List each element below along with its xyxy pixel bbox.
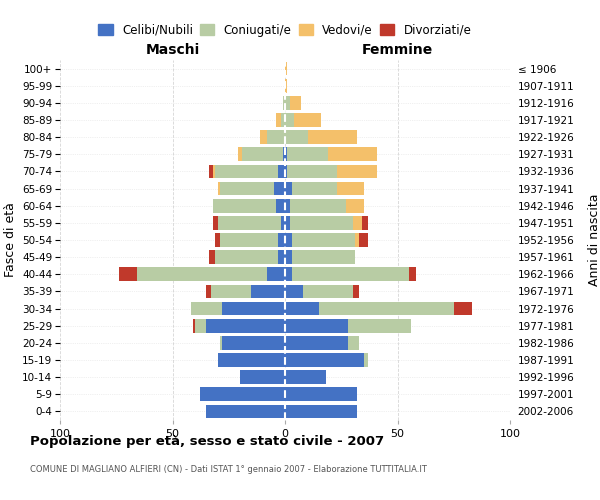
Bar <box>348 336 359 349</box>
Bar <box>285 62 287 76</box>
Bar <box>292 233 355 247</box>
Bar <box>355 233 359 247</box>
Bar <box>206 284 211 298</box>
Bar <box>285 302 319 316</box>
Bar <box>285 199 290 212</box>
Bar <box>137 268 267 281</box>
Bar <box>191 302 222 316</box>
Bar <box>409 268 415 281</box>
Bar <box>285 370 325 384</box>
Bar <box>213 216 218 230</box>
Bar <box>193 319 195 332</box>
Bar <box>287 164 337 178</box>
Bar <box>267 130 285 144</box>
Bar <box>353 284 359 298</box>
Bar <box>290 96 301 110</box>
Bar <box>220 233 278 247</box>
Bar <box>199 388 285 401</box>
Bar <box>285 130 308 144</box>
Bar <box>285 79 287 92</box>
Legend: Celibi/Nubili, Coniugati/e, Vedovi/e, Divorziati/e: Celibi/Nubili, Coniugati/e, Vedovi/e, Di… <box>94 19 476 42</box>
Y-axis label: Fasce di età: Fasce di età <box>4 202 17 278</box>
Bar <box>285 268 292 281</box>
Bar <box>278 164 285 178</box>
Bar <box>285 96 290 110</box>
Bar <box>283 148 285 161</box>
Bar <box>292 268 409 281</box>
Bar <box>285 164 287 178</box>
Text: Femmine: Femmine <box>362 42 433 56</box>
Bar <box>238 148 242 161</box>
Bar <box>308 130 357 144</box>
Bar <box>285 148 287 161</box>
Bar <box>285 182 292 196</box>
Bar <box>285 250 292 264</box>
Bar <box>213 164 215 178</box>
Bar <box>195 319 206 332</box>
Bar <box>292 182 337 196</box>
Bar <box>119 268 137 281</box>
Bar <box>285 388 357 401</box>
Bar <box>361 216 368 230</box>
Bar <box>283 96 285 110</box>
Bar <box>285 284 303 298</box>
Bar <box>290 199 346 212</box>
Bar <box>251 284 285 298</box>
Text: Maschi: Maschi <box>145 42 200 56</box>
Bar <box>218 216 281 230</box>
Bar <box>278 233 285 247</box>
Bar <box>276 113 281 127</box>
Bar <box>260 130 267 144</box>
Bar <box>328 148 377 161</box>
Bar <box>337 164 377 178</box>
Bar <box>215 164 278 178</box>
Bar <box>281 113 285 127</box>
Bar <box>287 148 328 161</box>
Bar <box>337 182 364 196</box>
Text: Popolazione per età, sesso e stato civile - 2007: Popolazione per età, sesso e stato civil… <box>30 435 384 448</box>
Bar <box>209 250 215 264</box>
Bar <box>348 319 411 332</box>
Bar <box>218 353 285 367</box>
Bar <box>220 336 222 349</box>
Bar <box>211 284 251 298</box>
Bar <box>206 404 285 418</box>
Bar <box>285 216 290 230</box>
Bar <box>303 284 353 298</box>
Bar <box>285 113 294 127</box>
Bar <box>290 216 353 230</box>
Bar <box>274 182 285 196</box>
Y-axis label: Anni di nascita: Anni di nascita <box>588 194 600 286</box>
Bar <box>267 268 285 281</box>
Bar <box>359 233 368 247</box>
Bar <box>285 353 364 367</box>
Bar <box>206 319 285 332</box>
Bar <box>213 199 276 212</box>
Bar <box>281 216 285 230</box>
Bar <box>346 199 364 212</box>
Bar <box>218 182 220 196</box>
Bar <box>292 250 355 264</box>
Bar <box>353 216 361 230</box>
Bar <box>242 148 283 161</box>
Bar <box>285 336 348 349</box>
Bar <box>209 164 213 178</box>
Bar <box>294 113 321 127</box>
Bar <box>276 199 285 212</box>
Bar <box>454 302 472 316</box>
Bar <box>240 370 285 384</box>
Bar <box>285 233 292 247</box>
Text: COMUNE DI MAGLIANO ALFIERI (CN) - Dati ISTAT 1° gennaio 2007 - Elaborazione TUTT: COMUNE DI MAGLIANO ALFIERI (CN) - Dati I… <box>30 465 427 474</box>
Bar <box>215 233 220 247</box>
Bar <box>222 302 285 316</box>
Bar <box>285 404 357 418</box>
Bar <box>364 353 368 367</box>
Bar <box>278 250 285 264</box>
Bar <box>220 182 274 196</box>
Bar <box>285 319 348 332</box>
Bar <box>222 336 285 349</box>
Bar <box>319 302 454 316</box>
Bar <box>215 250 278 264</box>
